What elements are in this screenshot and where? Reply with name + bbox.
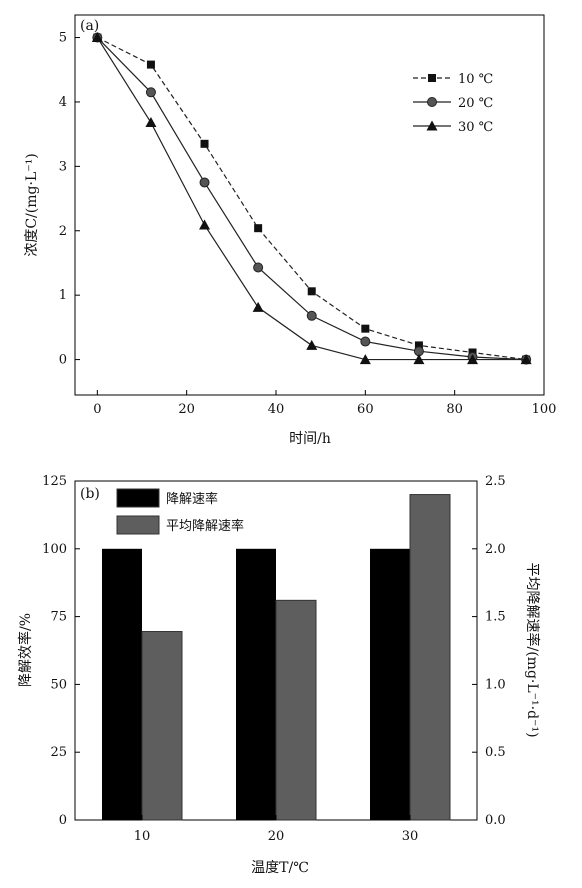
bar-average-rate	[409, 494, 451, 821]
data-point	[414, 341, 423, 350]
data-point	[361, 324, 370, 333]
y2-tick-label: 1.0	[485, 677, 506, 692]
legend-label: 降解速率	[166, 491, 218, 507]
data-point	[199, 219, 211, 230]
bar-average-rate	[275, 599, 317, 821]
legend-label: 平均降解速率	[166, 518, 244, 534]
data-point	[91, 32, 103, 43]
legend-swatch	[116, 488, 160, 508]
data-point	[307, 287, 316, 296]
data-point	[199, 177, 210, 188]
y-tick-label: 0	[59, 353, 67, 368]
y2-tick-label: 2.0	[485, 542, 506, 557]
bar-degradation-efficiency	[102, 548, 142, 820]
panel-b-y-axis-label: 降解效率/%	[17, 613, 34, 687]
y2-tick-label: 0.5	[485, 745, 506, 760]
bar-degradation-efficiency	[370, 548, 410, 820]
data-point	[252, 301, 264, 312]
y-tick-label: 1	[59, 288, 67, 303]
y-tick-label: 0	[59, 813, 67, 828]
legend-label: 30 ℃	[458, 120, 493, 135]
y-tick-label: 4	[59, 95, 67, 110]
x-tick-label: 80	[446, 402, 463, 417]
panel-b-axes: 10 20 30 0 25 50 75 100 125 0.0 0.5 1.0 1.5 2.0 2.5	[42, 474, 506, 844]
x-tick-label: 20	[268, 829, 285, 844]
data-point	[306, 310, 317, 321]
x-tick-label: 10	[134, 829, 151, 844]
data-point	[200, 139, 209, 148]
panel-a-legend: 10 ℃ 20 ℃ 30 ℃	[413, 72, 493, 135]
data-point	[253, 262, 264, 273]
data-point	[306, 339, 318, 350]
x-tick-label: 40	[268, 402, 285, 417]
panel-a-y-axis-label: 浓度C/(mg·L⁻¹)	[24, 153, 40, 256]
data-point	[145, 117, 157, 128]
bar-average-rate	[141, 631, 183, 821]
y-tick-label: 25	[50, 745, 67, 760]
y2-tick-label: 2.5	[485, 474, 506, 489]
y-tick-label: 3	[59, 159, 67, 174]
x-tick-label: 20	[178, 402, 195, 417]
y-tick-label: 125	[42, 474, 67, 489]
x-tick-label: 60	[357, 402, 374, 417]
legend-marker	[427, 97, 437, 107]
panel-b-bar-chart: (b) 10 20 30 0 25 50 75 100 125 0.0 0.5 1.0 1.5 2.0 2.…	[17, 474, 541, 876]
legend-label: 10 ℃	[458, 72, 493, 87]
y-tick-label: 5	[59, 31, 67, 46]
data-point	[145, 87, 156, 98]
x-tick-label: 100	[532, 402, 557, 417]
panel-a-plot-frame	[74, 14, 545, 396]
x-tick-label: 0	[93, 402, 101, 417]
data-point	[359, 354, 371, 365]
data-point	[520, 354, 532, 365]
data-point	[146, 60, 155, 69]
panel-b-bars	[102, 494, 451, 821]
panel-b-label: (b)	[80, 486, 100, 502]
panel-b-y2-axis-label: 平均降解速率/(mg·L⁻¹·d⁻¹)	[524, 562, 541, 737]
x-tick-label: 30	[402, 829, 419, 844]
series-triangle	[91, 32, 532, 365]
y-tick-label: 100	[42, 542, 67, 557]
data-point	[254, 224, 263, 233]
legend-swatch	[116, 515, 160, 535]
panel-b-x-axis-label: 温度T/℃	[251, 860, 309, 876]
bar-degradation-efficiency	[236, 548, 276, 820]
panel-a-axes: 0 20 40 60 80 100 0 1 2 3 4 5	[59, 31, 557, 417]
panel-a-line-chart: (a) 0 20 40 60 80 100 0 1 2 3 4 5 10 ℃ 20 ℃ 30 ℃ 时间/h…	[24, 14, 557, 447]
y2-tick-label: 1.5	[485, 610, 506, 625]
panel-a-x-axis-label: 时间/h	[289, 431, 331, 447]
y2-tick-label: 0.0	[485, 813, 506, 828]
data-point	[413, 354, 425, 365]
data-point	[360, 336, 371, 347]
y-tick-label: 50	[50, 677, 67, 692]
legend-marker	[428, 74, 436, 82]
y-tick-label: 75	[50, 610, 67, 625]
legend-marker	[426, 120, 438, 131]
panel-a-label: (a)	[80, 18, 99, 34]
panel-a-series	[91, 32, 532, 365]
legend-label: 20 ℃	[458, 96, 493, 111]
data-point	[467, 354, 479, 365]
y-tick-label: 2	[59, 224, 67, 239]
